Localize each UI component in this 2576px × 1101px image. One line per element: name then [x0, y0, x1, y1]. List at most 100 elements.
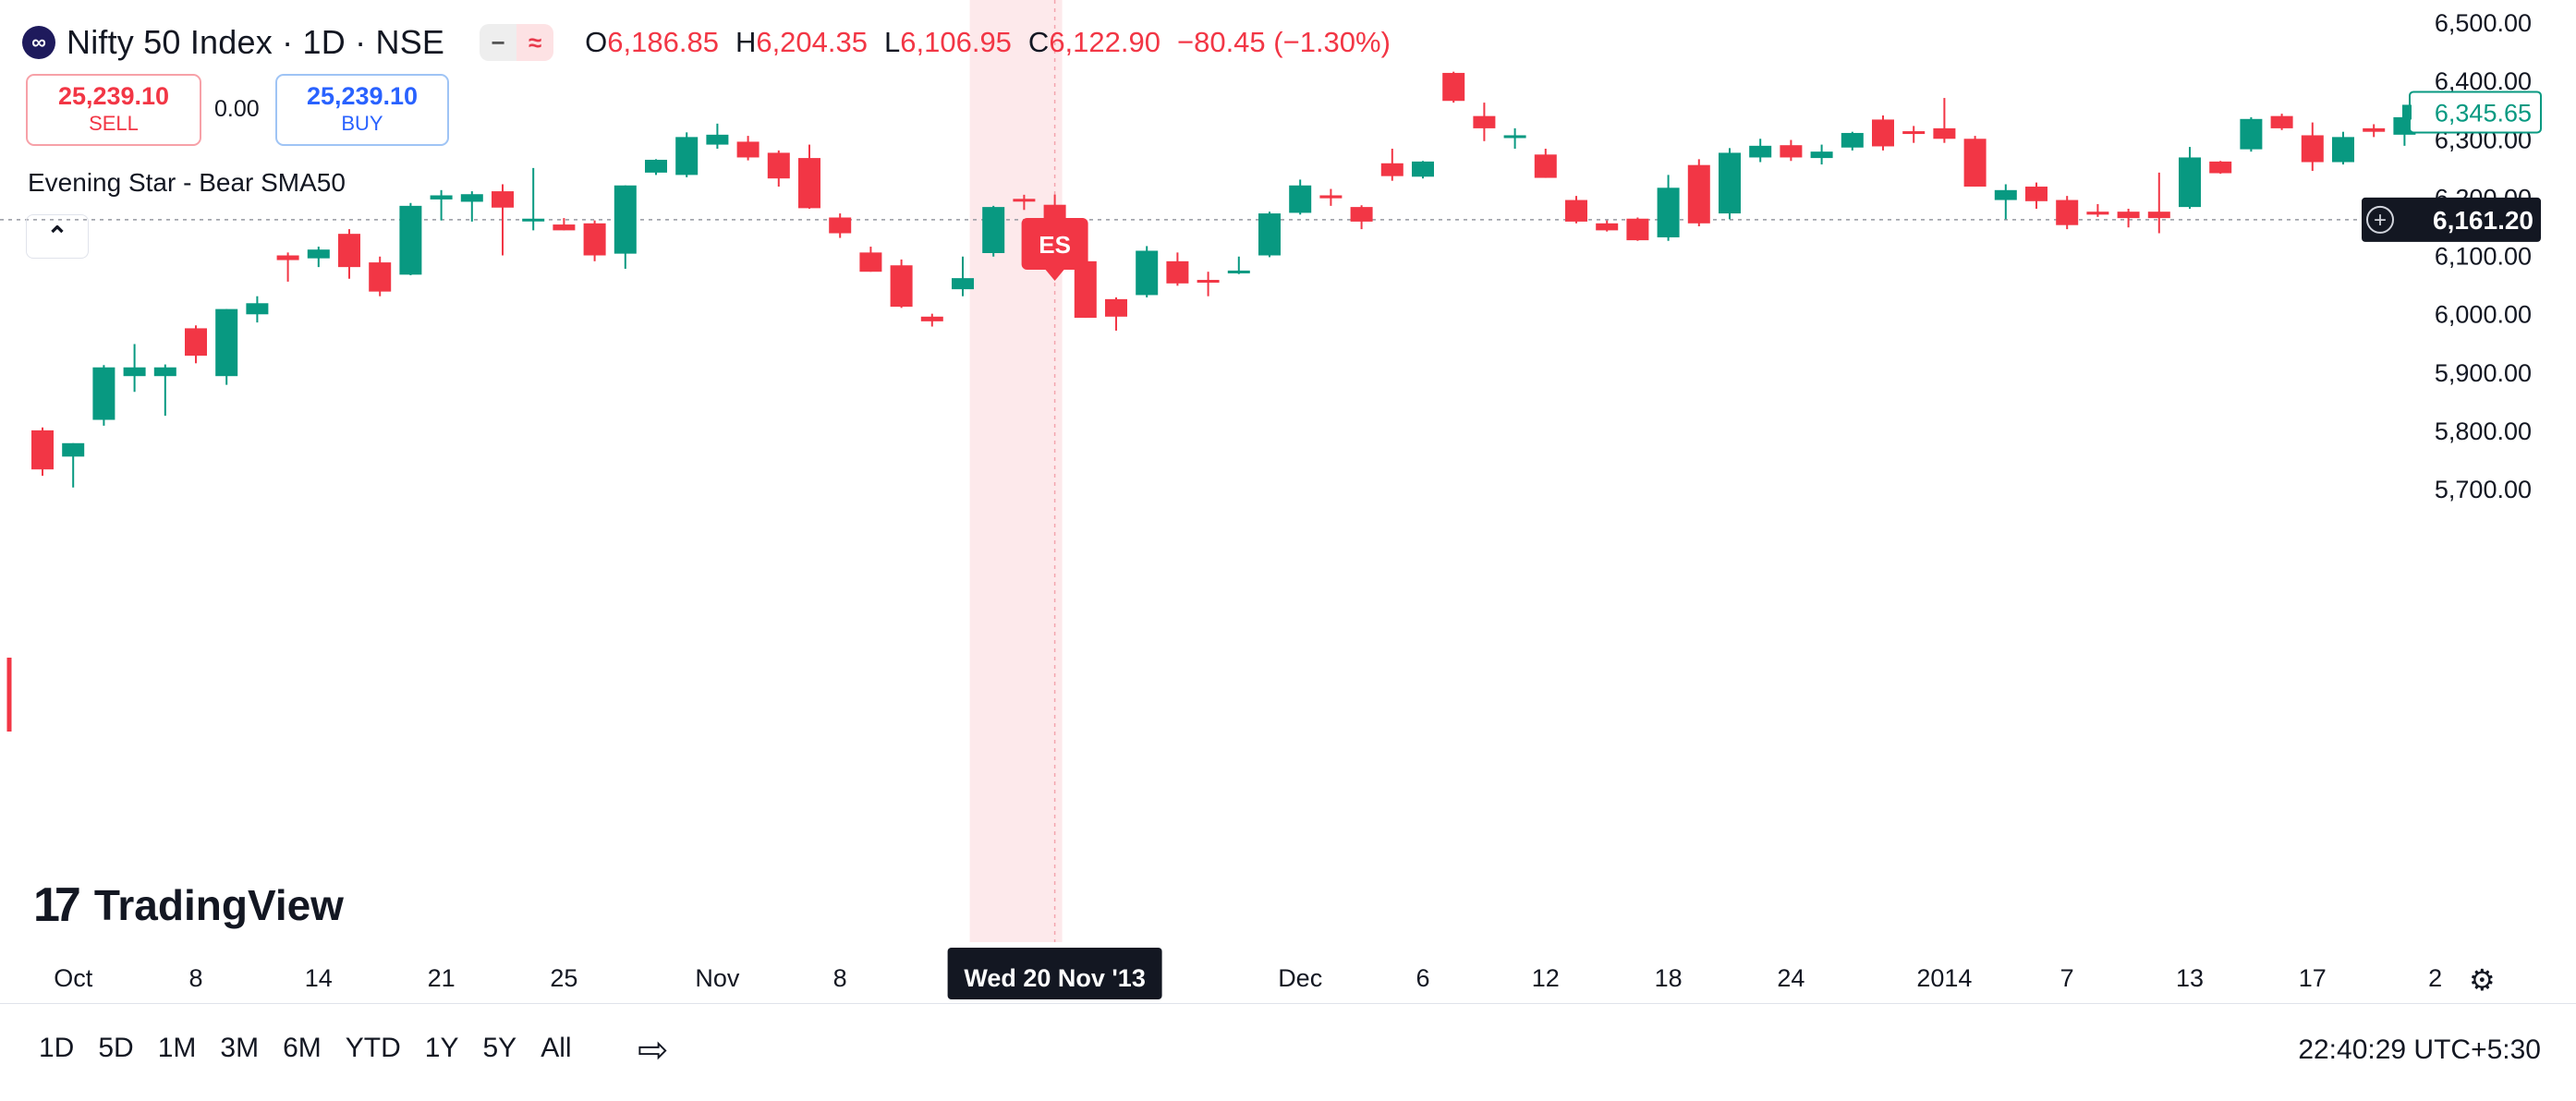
go-to-date-icon[interactable]: ⇨ — [638, 1030, 669, 1071]
candle-body[interactable] — [2086, 212, 2109, 215]
candle-body[interactable] — [2332, 137, 2354, 163]
candle-body[interactable] — [153, 367, 176, 377]
candle-body[interactable] — [1136, 250, 1159, 296]
candle-body[interactable] — [62, 442, 85, 457]
candle-body[interactable] — [736, 141, 759, 158]
add-alert-icon[interactable] — [2366, 205, 2394, 234]
candle-body[interactable] — [1013, 199, 1036, 202]
candle-body[interactable] — [1227, 270, 1250, 273]
candle-body[interactable] — [1197, 280, 1220, 284]
candle-body[interactable] — [553, 224, 576, 231]
candle-body[interactable] — [1166, 260, 1189, 284]
candle-body[interactable] — [920, 316, 943, 321]
symbol-title[interactable]: Nifty 50 Index · 1D · NSE — [67, 23, 445, 61]
candle-body[interactable] — [1380, 163, 1403, 176]
candle-body[interactable] — [31, 430, 54, 470]
candle-body[interactable] — [2179, 157, 2201, 208]
candle-body[interactable] — [338, 234, 360, 268]
candle-body[interactable] — [1503, 135, 1526, 139]
candle-body[interactable] — [307, 249, 330, 259]
candle-body[interactable] — [1565, 200, 1587, 222]
candle-body[interactable] — [276, 255, 299, 260]
range-3m[interactable]: 3M — [220, 1033, 260, 1063]
candle-body[interactable] — [2240, 118, 2263, 150]
candle-body[interactable] — [1258, 213, 1281, 256]
candle-body[interactable] — [1810, 151, 1833, 159]
candle-body[interactable] — [185, 328, 207, 357]
candle-body[interactable] — [982, 207, 1005, 253]
candle-body[interactable] — [1687, 164, 1710, 224]
candle-body[interactable] — [2301, 135, 2324, 163]
candle-body[interactable] — [952, 278, 974, 290]
candle-body[interactable] — [614, 185, 637, 254]
sell-button[interactable]: 25,239.10 SELL — [26, 74, 201, 146]
candle-body[interactable] — [1841, 132, 1864, 148]
candle-body[interactable] — [369, 262, 392, 292]
candle-body[interactable] — [399, 205, 422, 275]
range-1m[interactable]: 1M — [157, 1033, 197, 1063]
candle-body[interactable] — [1105, 298, 1127, 317]
candle-body[interactable] — [123, 367, 146, 377]
candle-body[interactable] — [706, 134, 729, 145]
range-1y[interactable]: 1Y — [424, 1033, 459, 1063]
candle-body[interactable] — [798, 158, 820, 209]
candle-body[interactable] — [1442, 72, 1465, 102]
candle-body[interactable] — [492, 191, 514, 208]
clock-timezone[interactable]: 22:40:29 UTC+5:30 — [2298, 1034, 2541, 1065]
candle-body[interactable] — [215, 309, 238, 377]
candle-body[interactable] — [2025, 187, 2047, 201]
candle-body[interactable] — [645, 159, 667, 173]
range-ytd[interactable]: YTD — [345, 1033, 401, 1063]
candle-body[interactable] — [1289, 185, 1312, 213]
candle-body[interactable] — [1350, 207, 1373, 222]
candle-body[interactable] — [92, 367, 115, 420]
candle-body[interactable] — [1963, 139, 1987, 188]
candle-body[interactable] — [2056, 200, 2079, 225]
indicator-toggle[interactable]: − ≈ — [480, 24, 554, 61]
settings-icon[interactable]: ⚙ — [2469, 963, 2496, 997]
candle-body[interactable] — [460, 194, 483, 202]
candle-body[interactable] — [430, 195, 453, 200]
candle-body[interactable] — [1412, 161, 1434, 177]
candle-body[interactable] — [1719, 152, 1741, 214]
candle-body[interactable] — [2270, 115, 2293, 128]
candle-body[interactable] — [890, 265, 913, 308]
range-5y[interactable]: 5Y — [482, 1033, 517, 1063]
candle-body[interactable] — [1994, 189, 2017, 200]
candle-body[interactable] — [1780, 145, 1803, 158]
candle-body[interactable] — [1872, 119, 1894, 147]
range-5d[interactable]: 5D — [98, 1033, 134, 1063]
study-legend[interactable]: Evening Star - Bear SMA50 — [28, 168, 346, 197]
range-all[interactable]: All — [541, 1033, 572, 1063]
candle-body[interactable] — [2147, 212, 2170, 219]
candle-body[interactable] — [522, 218, 545, 222]
tradingview-logo[interactable]: 17 TradingView — [33, 877, 344, 933]
candle-body[interactable] — [675, 137, 699, 175]
candle-body[interactable] — [2117, 212, 2140, 219]
candle-body[interactable] — [1902, 131, 1926, 135]
candle-body[interactable] — [1473, 115, 1496, 128]
candle-body[interactable] — [1657, 188, 1680, 237]
candle-body[interactable] — [1319, 195, 1343, 199]
evening-star-marker[interactable] — [1021, 218, 1088, 270]
candle-body[interactable] — [246, 303, 269, 315]
minimize-icon[interactable]: − — [480, 24, 517, 61]
candle-body[interactable] — [1534, 154, 1557, 178]
candle-body[interactable] — [829, 217, 852, 234]
collapse-legend-button[interactable]: ⌃ — [26, 214, 89, 259]
candle-body[interactable] — [1596, 223, 1619, 231]
candle-body[interactable] — [1749, 145, 1772, 158]
candle-body[interactable] — [1626, 218, 1649, 241]
candle-body[interactable] — [2209, 161, 2232, 174]
candle-body[interactable] — [1933, 127, 1956, 139]
range-1d[interactable]: 1D — [39, 1033, 75, 1063]
candle-body[interactable] — [767, 152, 790, 179]
candle-body[interactable] — [1074, 260, 1097, 319]
candle-body[interactable] — [583, 223, 606, 256]
range-6m[interactable]: 6M — [283, 1033, 322, 1063]
buy-button[interactable]: 25,239.10 BUY — [275, 74, 449, 146]
compare-icon[interactable]: ≈ — [516, 24, 554, 61]
candle-body[interactable] — [2363, 127, 2386, 132]
candle-body[interactable] — [859, 252, 882, 272]
